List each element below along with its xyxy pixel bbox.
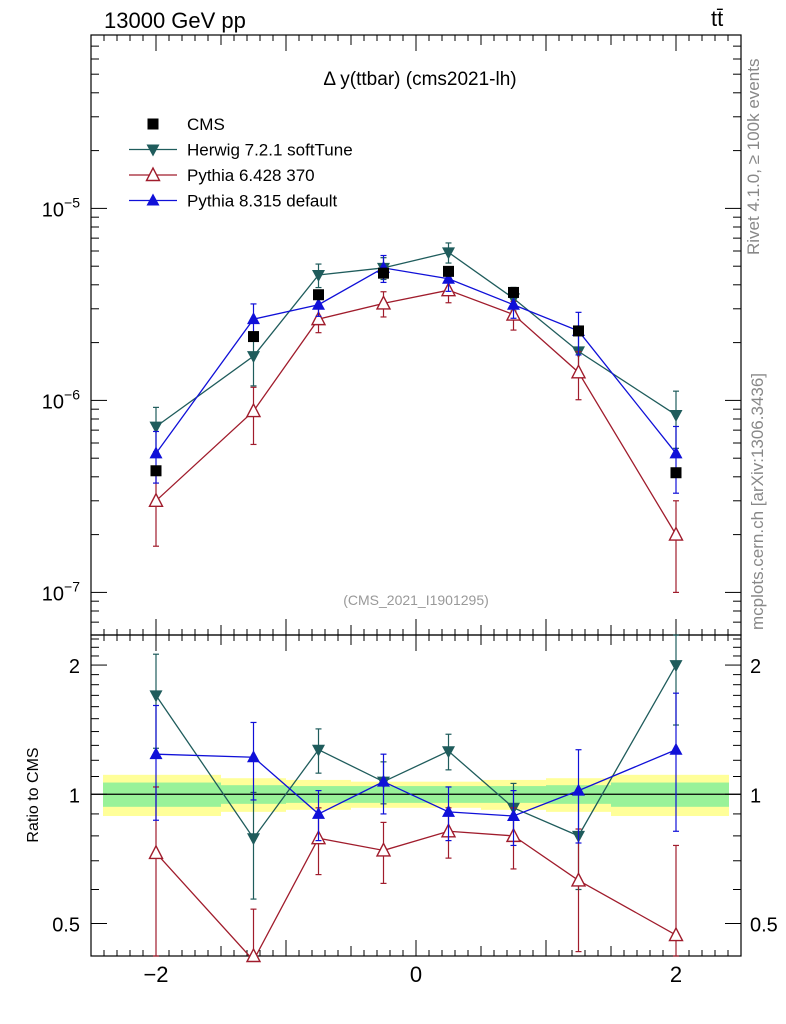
ratio-data-point: [570, 871, 587, 887]
legend-marker: [146, 144, 160, 157]
main-data-point: [573, 325, 584, 337]
source-label: mcplots.cern.ch [arXiv:1306.3436]: [748, 372, 767, 630]
legend-label: Pythia 6.428 370: [187, 166, 315, 185]
legend-marker: [146, 193, 160, 206]
main-data-point: [442, 271, 455, 284]
ratio-data-point: [148, 844, 164, 860]
main-data-point: [669, 409, 683, 422]
ratio-data-point: [245, 947, 262, 963]
main-data-point: [149, 446, 163, 459]
main-data-point: [247, 351, 260, 364]
main-series-line: [155, 289, 677, 535]
main-data-point: [150, 465, 162, 477]
main-series-line: [155, 251, 677, 428]
ratio-data-point: [669, 660, 683, 673]
ratio-y-tick-label-right: 0.5: [750, 914, 778, 936]
main-data-point: [443, 265, 454, 277]
y-tick-label: 10−6: [42, 386, 80, 413]
ratio-data-point: [669, 742, 683, 755]
ratio-data-point: [377, 774, 390, 787]
ratio-series-line: [155, 664, 677, 840]
main-data-point: [668, 526, 684, 541]
ratio-data-point: [149, 747, 163, 760]
ratio-y-tick-label-right: 2: [750, 656, 761, 678]
main-data-point: [148, 492, 164, 507]
analysis-tag: (CMS_2021_I1901295): [343, 592, 489, 608]
ratio-data-point: [247, 833, 260, 846]
ratio-y-axis-label: Ratio to CMS: [25, 747, 42, 842]
legend-marker: [147, 118, 159, 130]
ratio-data-point: [507, 809, 520, 822]
main-data-point: [310, 310, 327, 326]
ratio-data-point: [668, 926, 684, 942]
ratio-data-point: [442, 746, 455, 759]
ratio-data-point: [375, 841, 392, 857]
main-data-point: [378, 267, 389, 279]
x-tick-label: −2: [143, 962, 168, 987]
ratio-data-point: [442, 804, 455, 817]
y-tick-label: 10−5: [42, 194, 80, 221]
ratio-data-point: [149, 690, 163, 703]
ratio-y-tick-label: 0.5: [52, 914, 80, 936]
main-data-point: [570, 363, 587, 379]
main-data-point: [313, 289, 324, 301]
ratio-data-point: [312, 806, 325, 819]
main-data-point: [245, 402, 262, 418]
header-left: 13000 GeV pp: [104, 8, 246, 33]
x-tick-label: 0: [410, 962, 422, 987]
header-right: tt̄: [711, 6, 724, 31]
ratio-y-tick-label-right: 1: [750, 785, 761, 807]
y-tick-label: 10−7: [42, 578, 80, 605]
ratio-series-line: [155, 830, 677, 962]
legend-marker: [145, 166, 161, 182]
ratio-y-tick-label: 1: [69, 785, 80, 807]
ratio-y-tick-label: 2: [69, 656, 80, 678]
main-data-point: [507, 297, 520, 310]
x-tick-label: 2: [670, 962, 682, 987]
main-data-point: [312, 269, 325, 282]
ratio-data-point: [572, 783, 585, 796]
main-data-point: [248, 331, 259, 343]
main-data-point: [312, 297, 325, 310]
main-series-line: [155, 267, 677, 454]
chart-title: Δ y(ttbar) (cms2021-lh): [323, 69, 516, 90]
main-data-point: [442, 247, 455, 260]
ratio-series-line: [155, 749, 677, 817]
main-data-point: [670, 467, 682, 479]
main-data-point: [149, 421, 163, 434]
main-data-point: [375, 294, 392, 310]
main-data-point: [669, 446, 683, 459]
main-data-point: [508, 286, 519, 298]
ratio-data-point: [312, 744, 325, 757]
legend-label: Pythia 8.315 default: [187, 192, 338, 211]
ratio-data-point: [247, 750, 260, 763]
rivet-label: Rivet 4.1.0, ≥ 100k events: [744, 58, 763, 255]
legend-label: CMS: [187, 115, 225, 134]
main-data-point: [247, 312, 260, 325]
legend-label: Herwig 7.2.1 softTune: [187, 141, 353, 160]
